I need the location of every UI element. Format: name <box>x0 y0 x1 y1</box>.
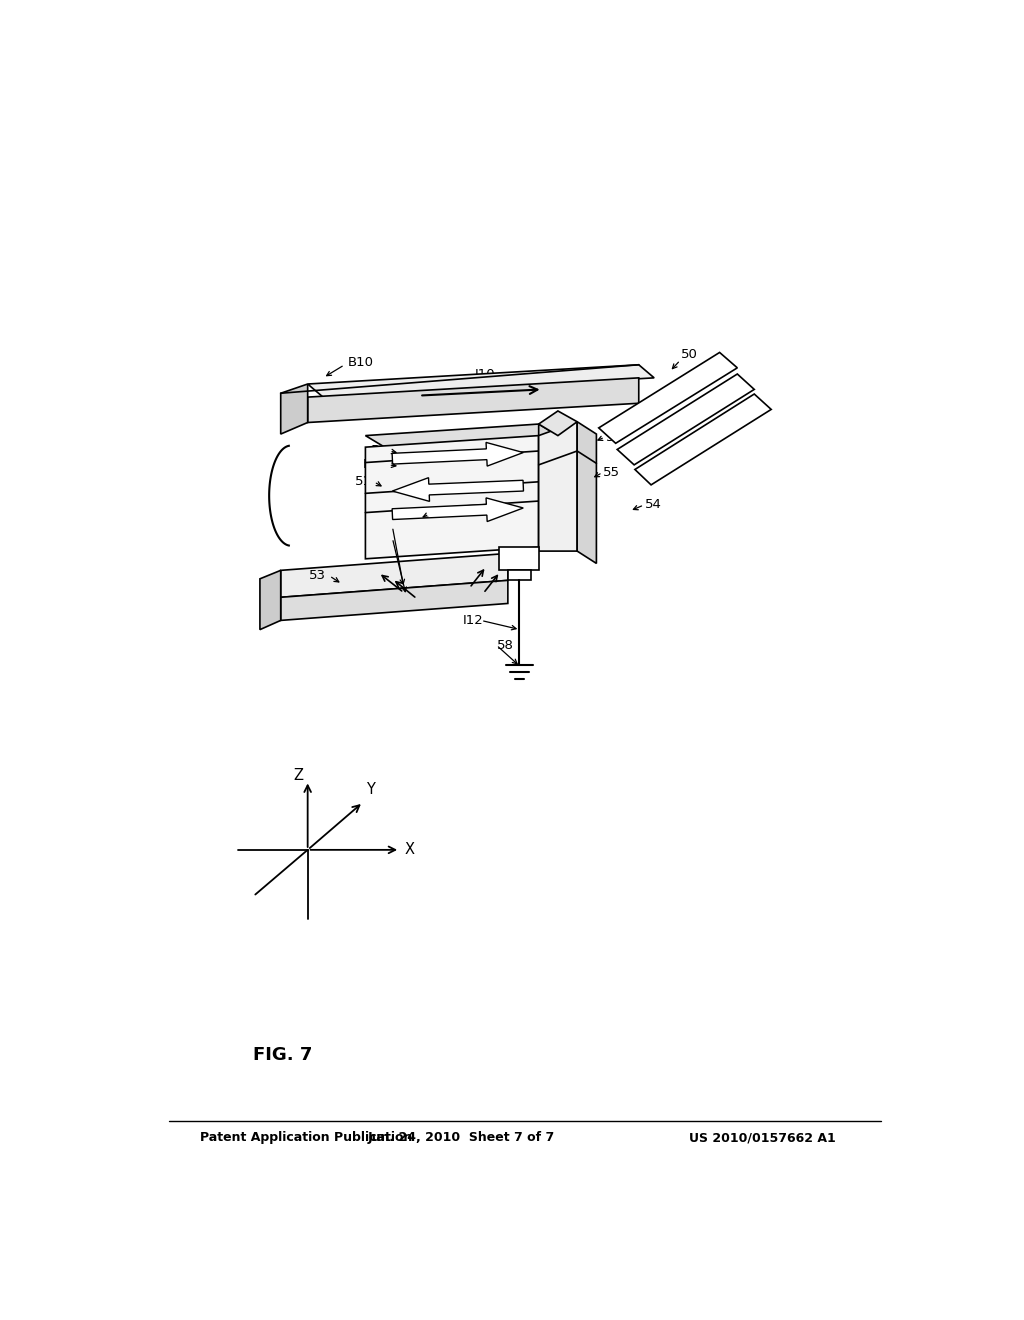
Text: 58: 58 <box>497 639 514 652</box>
Text: B12: B12 <box>433 508 460 520</box>
Polygon shape <box>599 352 737 444</box>
Polygon shape <box>539 424 558 548</box>
Polygon shape <box>578 422 596 564</box>
Text: FIG. 7: FIG. 7 <box>253 1045 312 1064</box>
Text: B11: B11 <box>368 520 394 533</box>
Text: 54: 54 <box>645 499 662 511</box>
Text: M10: M10 <box>364 458 391 471</box>
Polygon shape <box>617 374 755 465</box>
Polygon shape <box>539 422 578 552</box>
Polygon shape <box>307 378 639 422</box>
Text: I12: I12 <box>463 614 484 627</box>
Text: 50: 50 <box>681 348 698 362</box>
Polygon shape <box>366 424 558 447</box>
Polygon shape <box>281 553 508 597</box>
Polygon shape <box>281 384 307 434</box>
Polygon shape <box>260 570 281 630</box>
Text: 56: 56 <box>371 445 388 458</box>
Text: 53: 53 <box>309 569 327 582</box>
Polygon shape <box>307 364 654 397</box>
Polygon shape <box>366 436 539 558</box>
Text: 57: 57 <box>606 430 624 444</box>
Text: Y: Y <box>367 783 375 797</box>
Text: US 2010/0157662 A1: US 2010/0157662 A1 <box>688 1131 836 1144</box>
Text: X: X <box>404 842 415 858</box>
Text: B10: B10 <box>348 356 374 370</box>
Polygon shape <box>392 442 523 466</box>
Text: Z: Z <box>294 768 304 784</box>
Text: M11: M11 <box>368 502 396 515</box>
Polygon shape <box>392 498 523 521</box>
Text: M11: M11 <box>368 488 396 502</box>
Text: Jun. 24, 2010  Sheet 7 of 7: Jun. 24, 2010 Sheet 7 of 7 <box>368 1131 555 1144</box>
Text: I11: I11 <box>368 532 388 545</box>
Polygon shape <box>500 548 539 570</box>
Text: 51: 51 <box>355 475 373 488</box>
Polygon shape <box>392 478 523 502</box>
Text: 52: 52 <box>630 367 646 380</box>
Text: 55: 55 <box>603 466 621 479</box>
Polygon shape <box>281 581 508 620</box>
Text: Patent Application Publication: Patent Application Publication <box>200 1131 413 1144</box>
Polygon shape <box>508 570 531 581</box>
Polygon shape <box>539 411 578 436</box>
Polygon shape <box>635 395 771 484</box>
Text: I10: I10 <box>475 367 496 380</box>
